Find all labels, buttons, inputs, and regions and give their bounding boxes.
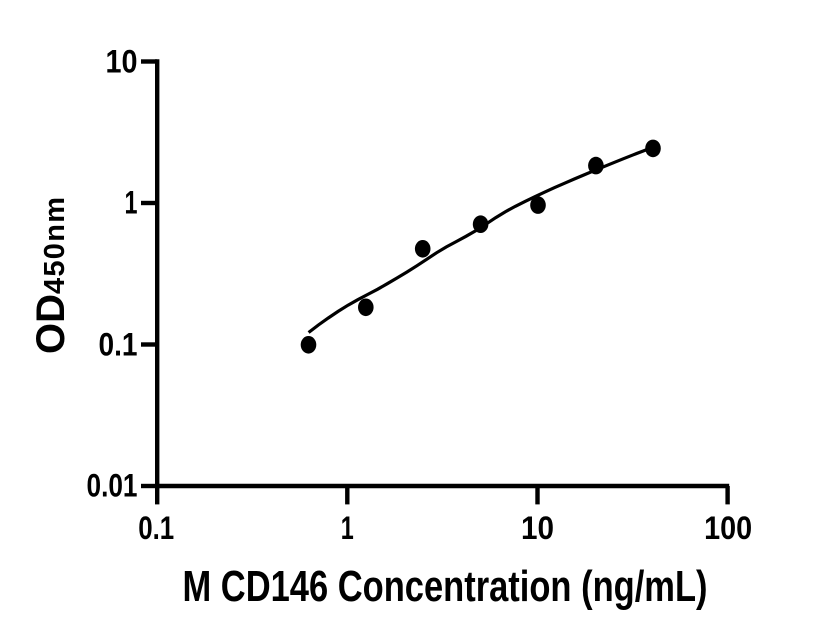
svg-text:10: 10 [521,510,554,546]
svg-text:1: 1 [341,510,354,546]
svg-text:0.01: 0.01 [87,468,138,504]
svg-text:1: 1 [125,185,138,221]
svg-text:0.1: 0.1 [99,327,138,363]
svg-text:10: 10 [106,44,138,80]
svg-text:M CD146 Concentration (ng/mL): M CD146 Concentration (ng/mL) [183,562,708,611]
svg-text:100: 100 [704,510,752,546]
svg-text:0.1: 0.1 [138,510,174,546]
